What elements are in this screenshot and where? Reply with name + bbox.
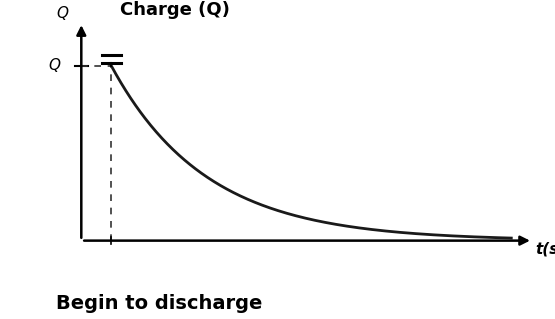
Text: Charge (Q): Charge (Q) — [120, 1, 230, 19]
Text: t(s): t(s) — [535, 242, 555, 257]
Text: Begin to discharge: Begin to discharge — [56, 293, 262, 313]
Text: Q: Q — [56, 6, 68, 21]
Text: Q: Q — [49, 58, 60, 73]
